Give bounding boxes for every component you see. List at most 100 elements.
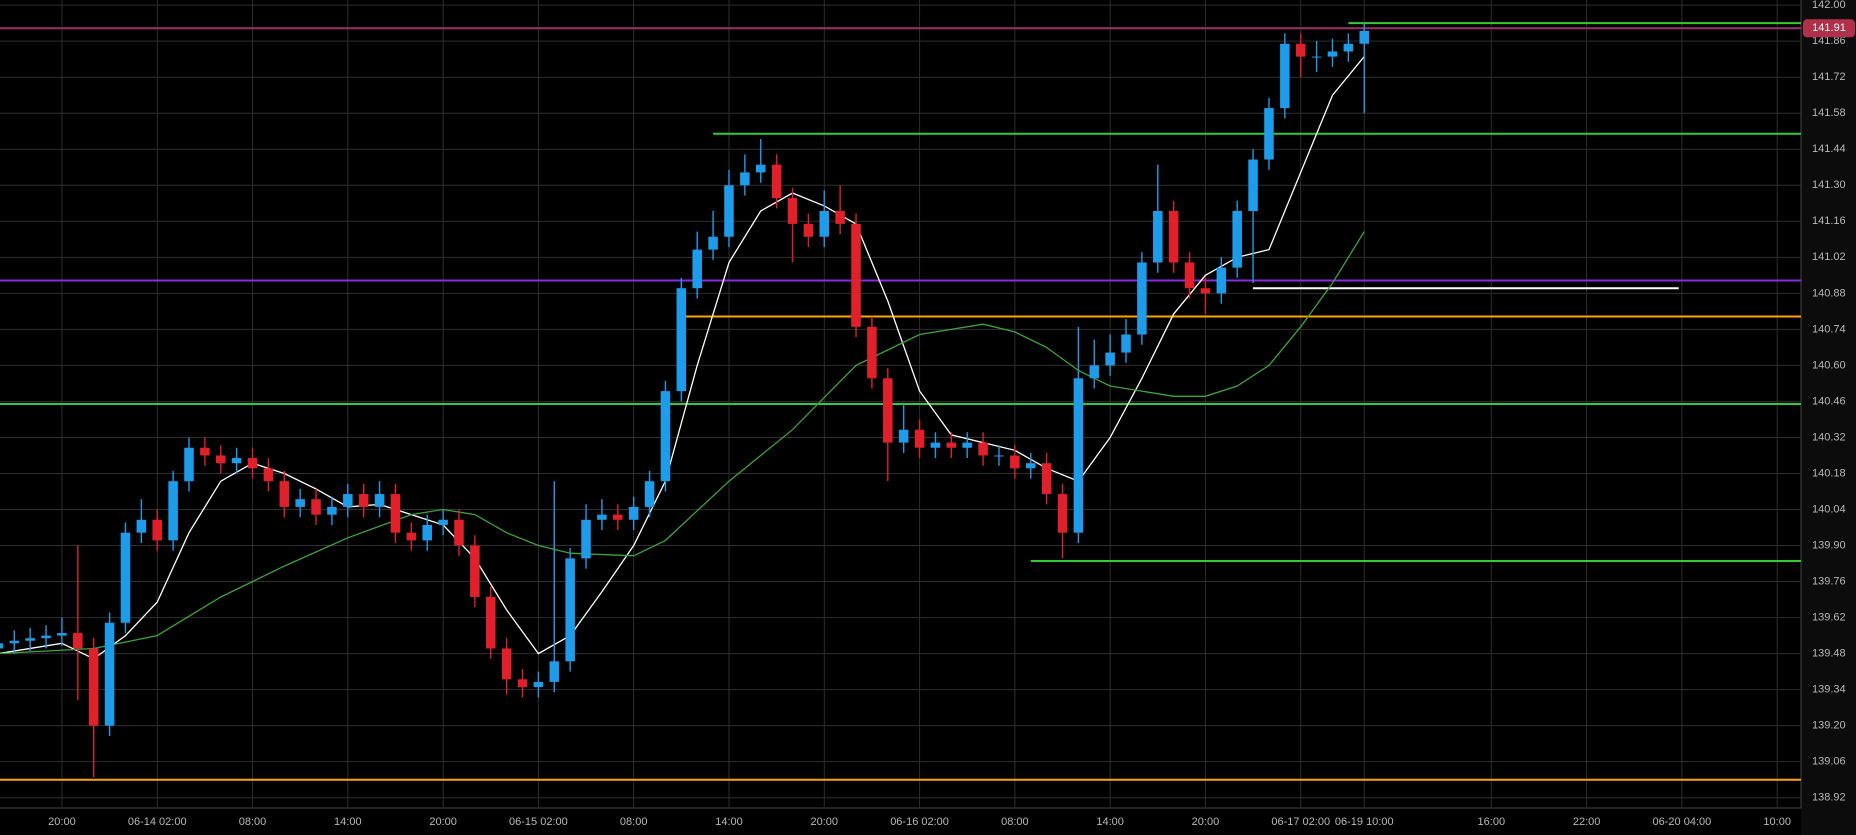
candle-body (1216, 267, 1227, 294)
last-price-label: 141.91 (1812, 22, 1846, 34)
candle-body (597, 514, 607, 520)
candle-body (549, 661, 560, 682)
candle-body (1343, 43, 1354, 52)
candle-body (485, 596, 496, 649)
candle-body (835, 211, 845, 224)
candle-body (1264, 108, 1274, 160)
candle-body (883, 378, 893, 443)
candle-body (914, 429, 925, 448)
x-tick-label: 20:00 (48, 816, 76, 828)
candle-body (279, 481, 290, 507)
candle-body (1327, 51, 1338, 57)
candle-body (755, 164, 766, 173)
candle-body (930, 442, 941, 448)
candle-body (978, 442, 988, 456)
candle-body (247, 458, 258, 469)
candle-body (438, 519, 448, 525)
candle-body (1105, 352, 1115, 366)
candle-body (231, 458, 242, 464)
candle-body (1089, 365, 1100, 379)
y-tick-label: 141.72 (1812, 71, 1846, 83)
x-tick-label: 08:00 (1001, 816, 1029, 828)
candle-body (0, 643, 4, 649)
x-tick-label: 06-19 10:00 (1335, 816, 1394, 828)
y-tick-label: 139.62 (1812, 611, 1846, 623)
candle-body (565, 558, 575, 662)
candle-body (470, 545, 480, 597)
price-axis-panel (1801, 0, 1856, 835)
candle-body (962, 442, 972, 448)
x-tick-label: 14:00 (334, 816, 362, 828)
candle-body (803, 223, 814, 237)
candle-body (1025, 463, 1036, 469)
candle-body (374, 494, 385, 507)
x-tick-label: 06-20 04:00 (1653, 816, 1712, 828)
candle-body (1073, 378, 1084, 533)
candle-body (771, 164, 782, 199)
candle-body (9, 640, 20, 644)
candle-body (454, 519, 464, 546)
candle-body (120, 532, 131, 623)
candle-body (358, 494, 369, 507)
candle-body (41, 635, 51, 639)
candle-body (692, 249, 702, 289)
candle-body (533, 681, 544, 688)
candle-body (136, 519, 147, 533)
candle-body (581, 519, 591, 559)
candle-body (1232, 211, 1242, 268)
x-tick-label: 06-15 02:00 (509, 816, 568, 828)
y-tick-label: 140.74 (1812, 323, 1846, 335)
y-tick-label: 139.34 (1812, 684, 1846, 696)
candle-body (327, 506, 337, 515)
y-tick-label: 140.88 (1812, 287, 1846, 299)
candle-body (406, 532, 417, 541)
candle-body (390, 494, 401, 533)
candle-body (152, 519, 162, 541)
candle-body (1121, 334, 1131, 353)
candle-body (422, 524, 432, 541)
x-tick-label: 10:00 (1763, 816, 1791, 828)
candle-body (168, 481, 178, 541)
y-tick-label: 139.76 (1812, 575, 1846, 587)
candle-body (104, 622, 115, 726)
y-tick-label: 138.92 (1812, 792, 1846, 804)
candle-body (343, 494, 353, 507)
y-tick-label: 140.32 (1812, 431, 1846, 443)
candle-body (628, 506, 639, 520)
y-tick-label: 141.30 (1812, 179, 1846, 191)
candle-body (1248, 159, 1258, 212)
y-tick-label: 141.44 (1812, 143, 1846, 155)
x-tick-label: 20:00 (1192, 816, 1220, 828)
y-tick-label: 140.18 (1812, 467, 1846, 479)
candle-body (1041, 463, 1052, 495)
candle-body (708, 236, 718, 250)
x-tick-label: 14:00 (715, 816, 743, 828)
candle-body (73, 633, 83, 649)
y-tick-label: 141.58 (1812, 107, 1846, 119)
candle-body (501, 648, 512, 680)
last-price-badge (1803, 19, 1855, 38)
candle-body (25, 638, 35, 641)
y-tick-label: 139.20 (1812, 720, 1846, 732)
x-tick-label: 22:00 (1573, 816, 1601, 828)
candle-body (1153, 211, 1163, 263)
y-tick-label: 140.60 (1812, 359, 1846, 371)
candle-body (676, 288, 687, 392)
candle-body (1280, 43, 1290, 109)
candle-body (263, 468, 274, 482)
y-tick-label: 141.16 (1812, 215, 1846, 227)
candle-body (517, 679, 528, 688)
x-tick-label: 20:00 (429, 816, 457, 828)
candle-body (819, 211, 830, 237)
x-tick-label: 16:00 (1478, 816, 1506, 828)
y-tick-label: 141.86 (1812, 35, 1846, 47)
x-tick-label: 08:00 (239, 816, 267, 828)
candle-body (1010, 455, 1020, 469)
x-tick-label: 06-17 02:00 (1271, 816, 1330, 828)
candle-body (1184, 262, 1195, 289)
y-tick-label: 139.06 (1812, 756, 1846, 768)
x-tick-label: 06-14 02:00 (128, 816, 187, 828)
candle-body (57, 633, 67, 636)
candle-body (898, 429, 909, 443)
